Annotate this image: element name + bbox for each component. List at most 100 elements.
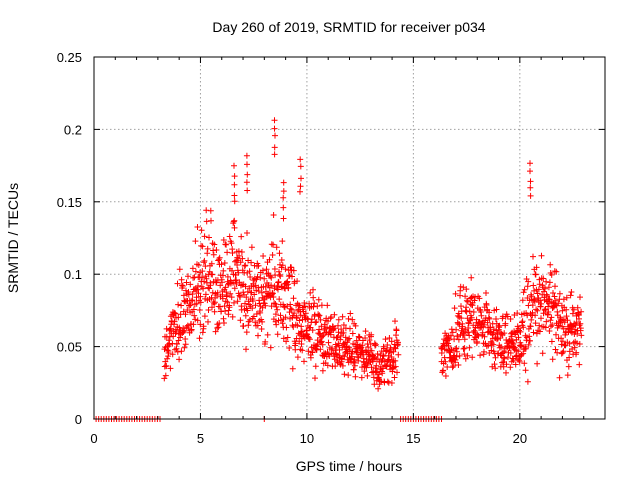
data-point — [491, 361, 498, 368]
data-point — [249, 298, 256, 304]
data-point — [253, 311, 260, 317]
data-point — [525, 278, 532, 285]
data-point — [231, 162, 237, 169]
data-point — [318, 302, 325, 309]
data-point — [242, 283, 249, 290]
data-point — [556, 290, 563, 297]
data-point — [235, 269, 242, 276]
data-point — [332, 363, 339, 370]
y-tick-labels: 0 0.05 0.1 0.15 0.2 0.25 — [57, 50, 82, 427]
data-point — [466, 308, 473, 315]
data-point — [474, 338, 481, 345]
data-point — [299, 328, 305, 335]
data-point — [388, 338, 395, 345]
data-point — [509, 337, 516, 344]
data-point — [200, 285, 207, 292]
data-point — [498, 343, 505, 350]
data-point — [237, 282, 244, 289]
data-point — [503, 369, 509, 376]
data-point — [497, 335, 504, 341]
data-point — [493, 327, 500, 334]
data-point — [568, 289, 575, 295]
data-point — [227, 290, 234, 297]
data-point — [533, 264, 540, 271]
data-point — [574, 304, 581, 311]
data-point — [449, 329, 456, 336]
data-point — [255, 288, 262, 295]
data-point — [189, 265, 196, 272]
data-point — [231, 285, 238, 292]
data-point — [296, 302, 303, 309]
data-point — [209, 304, 215, 311]
data-point — [279, 238, 286, 245]
data-point — [312, 375, 318, 382]
data-point — [240, 323, 247, 329]
data-point — [258, 326, 265, 332]
data-point — [525, 341, 532, 348]
data-point — [284, 334, 291, 341]
data-point — [275, 286, 281, 293]
data-point — [298, 175, 304, 182]
data-point — [307, 289, 314, 296]
data-point — [485, 314, 492, 321]
data-point — [548, 338, 555, 345]
data-point — [302, 303, 308, 310]
data-point — [207, 282, 214, 289]
data-point — [231, 217, 238, 224]
data-point — [211, 300, 218, 307]
data-point — [564, 317, 571, 324]
data-point — [455, 336, 462, 343]
data-point — [341, 371, 348, 378]
data-point — [289, 365, 296, 372]
data-point — [324, 362, 331, 369]
y-tick-label-0.2: 0.2 — [64, 122, 82, 137]
data-point — [268, 282, 275, 289]
data-point — [483, 302, 490, 308]
data-point — [260, 253, 267, 259]
data-point — [551, 293, 558, 300]
data-point — [187, 302, 194, 308]
data-point — [178, 348, 185, 355]
data-point — [222, 241, 229, 248]
data-point — [273, 303, 280, 310]
data-point — [273, 244, 280, 251]
data-point — [392, 357, 399, 364]
data-point — [392, 345, 399, 352]
x-tick-label-5: 5 — [197, 431, 204, 446]
data-point — [298, 341, 305, 347]
data-point — [219, 279, 225, 286]
data-point — [282, 314, 289, 321]
data-point — [237, 293, 244, 300]
data-point — [312, 363, 319, 370]
data-point — [548, 271, 555, 278]
data-point — [271, 117, 278, 124]
data-point — [234, 262, 241, 268]
data-point — [183, 279, 190, 286]
data-point — [181, 327, 188, 334]
data-point — [231, 192, 238, 199]
data-point — [272, 301, 279, 307]
data-point — [510, 357, 517, 364]
data-point — [559, 338, 566, 345]
data-point — [543, 278, 550, 285]
data-point — [569, 346, 576, 352]
data-point — [559, 349, 566, 356]
data-point — [211, 308, 218, 315]
data-point — [541, 288, 547, 295]
data-point — [231, 299, 237, 306]
data-point — [337, 333, 344, 339]
x-tick-label-15: 15 — [406, 431, 420, 446]
data-point — [453, 348, 460, 355]
data-point — [347, 310, 354, 317]
data-point — [553, 268, 560, 275]
data-point — [527, 337, 533, 344]
data-point — [339, 313, 346, 320]
data-point — [255, 332, 261, 339]
data-point — [201, 233, 208, 240]
data-point — [315, 296, 322, 303]
data-point — [211, 241, 218, 248]
data-point — [261, 275, 268, 282]
data-point — [355, 354, 362, 361]
data-point — [372, 342, 379, 349]
data-points — [93, 117, 585, 422]
